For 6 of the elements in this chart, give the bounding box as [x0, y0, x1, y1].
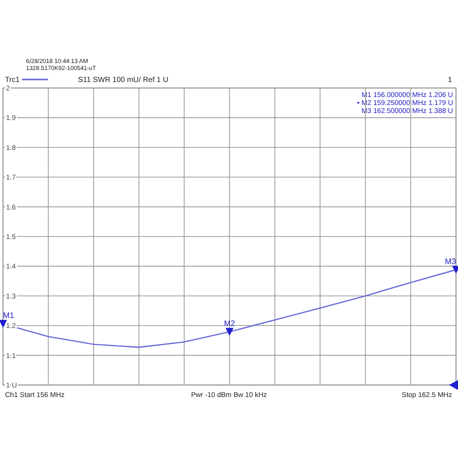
- point: [226, 328, 234, 336]
- annotation: M1: [3, 310, 15, 320]
- annotation: M3: [444, 256, 457, 266]
- point: [0, 320, 7, 328]
- point: [452, 266, 458, 274]
- annotation: M2: [224, 318, 236, 328]
